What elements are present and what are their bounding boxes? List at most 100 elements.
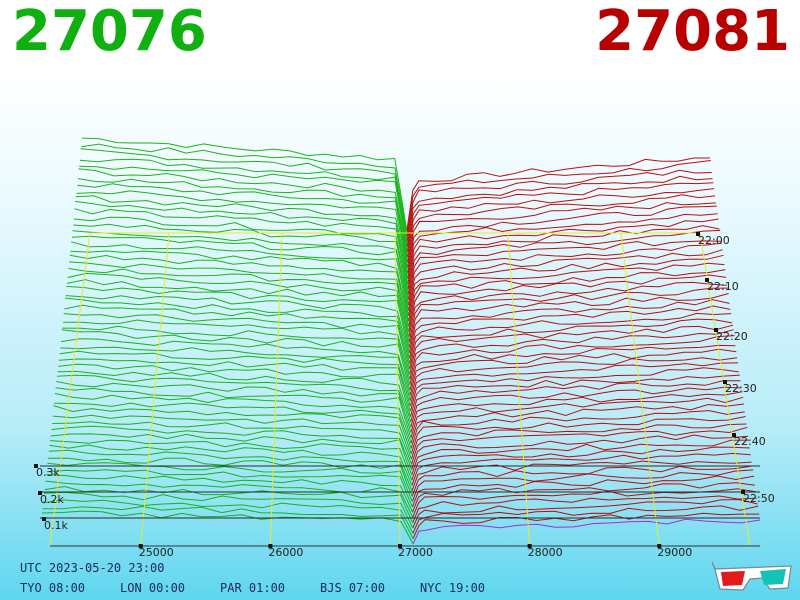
ask-depth-lines xyxy=(406,157,761,545)
timezone-nyc: NYC 19:00 xyxy=(420,581,486,595)
x-tick-mark xyxy=(138,544,143,548)
ask-depth-line xyxy=(409,329,734,380)
bid-depth-line xyxy=(71,241,409,317)
bid-depth-line xyxy=(57,370,412,423)
bid-depth-line xyxy=(73,223,409,301)
3d-glasses-icon[interactable] xyxy=(712,558,794,592)
bid-depth-line xyxy=(66,279,410,348)
bid-depth-line xyxy=(53,405,412,454)
ask-depth-line xyxy=(411,465,753,497)
bid-depth-line xyxy=(77,183,409,269)
ask-depth-line xyxy=(411,439,750,476)
bid-depth-line xyxy=(48,449,413,492)
bid-depth-line xyxy=(55,387,412,439)
bid-depth-line xyxy=(52,414,412,460)
bid-depth-line xyxy=(50,439,413,481)
ask-depth-line xyxy=(409,362,739,407)
bid-depth-line xyxy=(64,304,411,370)
time-tick-label: 22:40 xyxy=(734,435,766,448)
bid-depth-line xyxy=(77,178,408,263)
bid-depth-line xyxy=(50,433,413,476)
ask-depth-line xyxy=(411,452,751,486)
ask-depth-line xyxy=(412,518,761,545)
grid-line-price xyxy=(394,232,401,547)
x-tick-label: 25000 xyxy=(139,546,174,559)
grid-line-price xyxy=(269,232,283,547)
bid-depth-line xyxy=(81,143,408,237)
ask-depth-line xyxy=(408,262,725,322)
ask-price: 27081 xyxy=(595,0,790,64)
x-tick-label: 26000 xyxy=(268,546,303,559)
bid-depth-line xyxy=(56,374,412,428)
chart-grid xyxy=(40,232,760,547)
ask-depth-line xyxy=(408,281,727,338)
bid-depth-line xyxy=(42,505,414,539)
grid-line-price xyxy=(620,232,660,547)
ask-depth-line xyxy=(407,240,722,301)
bid-depth-line xyxy=(56,380,412,433)
ask-depth-line xyxy=(406,188,715,258)
bid-depth-line xyxy=(58,358,411,412)
ask-depth-line xyxy=(407,229,721,295)
bid-depth-line xyxy=(65,297,410,364)
time-tick-label: 22:00 xyxy=(698,234,730,247)
ask-depth-line xyxy=(410,386,742,428)
bid-depth-line xyxy=(79,158,408,247)
bid-depth-line xyxy=(73,216,409,295)
ask-depth-line xyxy=(410,410,745,449)
utc-time: UTC 2023-05-20 23:00 xyxy=(20,561,165,575)
bid-depth-line xyxy=(67,272,410,343)
ask-depth-line xyxy=(407,225,720,290)
ask-depth-line xyxy=(412,498,758,529)
timezone-tyo: TYO 08:00 xyxy=(20,581,86,595)
ask-depth-line xyxy=(408,299,730,354)
ask-depth-line xyxy=(408,254,724,316)
ask-depth-line xyxy=(411,475,755,508)
ask-depth-line xyxy=(406,175,713,247)
ask-depth-line xyxy=(408,293,729,348)
time-tick-mark xyxy=(732,433,736,437)
bid-depth-line xyxy=(60,338,411,396)
bid-depth-line xyxy=(46,469,413,508)
bid-depth-line xyxy=(47,462,413,502)
ask-depth-line xyxy=(408,305,731,359)
bid-depth-line xyxy=(54,402,412,449)
bid-depth-line xyxy=(58,363,411,417)
time-tick-label: 22:20 xyxy=(716,330,748,343)
bid-depth-line xyxy=(59,350,411,407)
ask-depth-line xyxy=(409,312,732,364)
ask-depth-line xyxy=(408,287,728,343)
bid-depth-line xyxy=(52,421,412,465)
ask-depth-line xyxy=(410,403,744,444)
ask-depth-line xyxy=(407,249,723,311)
x-tick-label: 29000 xyxy=(657,546,692,559)
time-tick-mark xyxy=(741,490,745,494)
bid-depth-line xyxy=(54,393,412,444)
ask-depth-line xyxy=(409,324,734,375)
ask-depth-line xyxy=(407,205,717,274)
ask-depth-line xyxy=(409,348,737,396)
bid-depth-line xyxy=(61,329,411,391)
timezone-par: PAR 01:00 xyxy=(220,581,286,595)
ask-depth-line xyxy=(410,374,740,417)
bid-depth-line xyxy=(80,148,408,242)
ask-depth-line xyxy=(411,460,752,492)
depth-tick-label: 0.1k xyxy=(44,519,68,532)
ask-depth-line xyxy=(412,512,760,539)
ask-depth-line xyxy=(407,242,722,306)
x-tick-mark xyxy=(268,544,273,548)
bid-depth-line xyxy=(63,313,411,375)
bid-depth-line xyxy=(69,254,410,327)
chart-labels: 25000 26000 27000 28000 29000 0.3k 0.2k 0.1k 22:… xyxy=(34,232,775,559)
bid-depth-line xyxy=(70,250,410,322)
ask-depth-line xyxy=(406,182,714,253)
bid-depth-line xyxy=(72,230,409,306)
bid-depth-line xyxy=(78,168,408,258)
ask-depth-line xyxy=(410,396,744,439)
bid-depth-line xyxy=(76,190,409,274)
ask-depth-line xyxy=(407,202,716,269)
depth-tick-label: 0.2k xyxy=(40,493,64,506)
bid-depth-line xyxy=(43,491,414,529)
bid-depth-line xyxy=(62,319,411,380)
